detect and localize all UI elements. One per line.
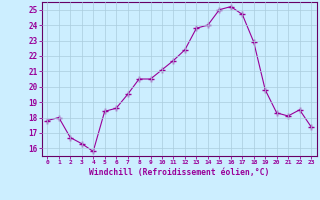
X-axis label: Windchill (Refroidissement éolien,°C): Windchill (Refroidissement éolien,°C) bbox=[89, 168, 269, 177]
